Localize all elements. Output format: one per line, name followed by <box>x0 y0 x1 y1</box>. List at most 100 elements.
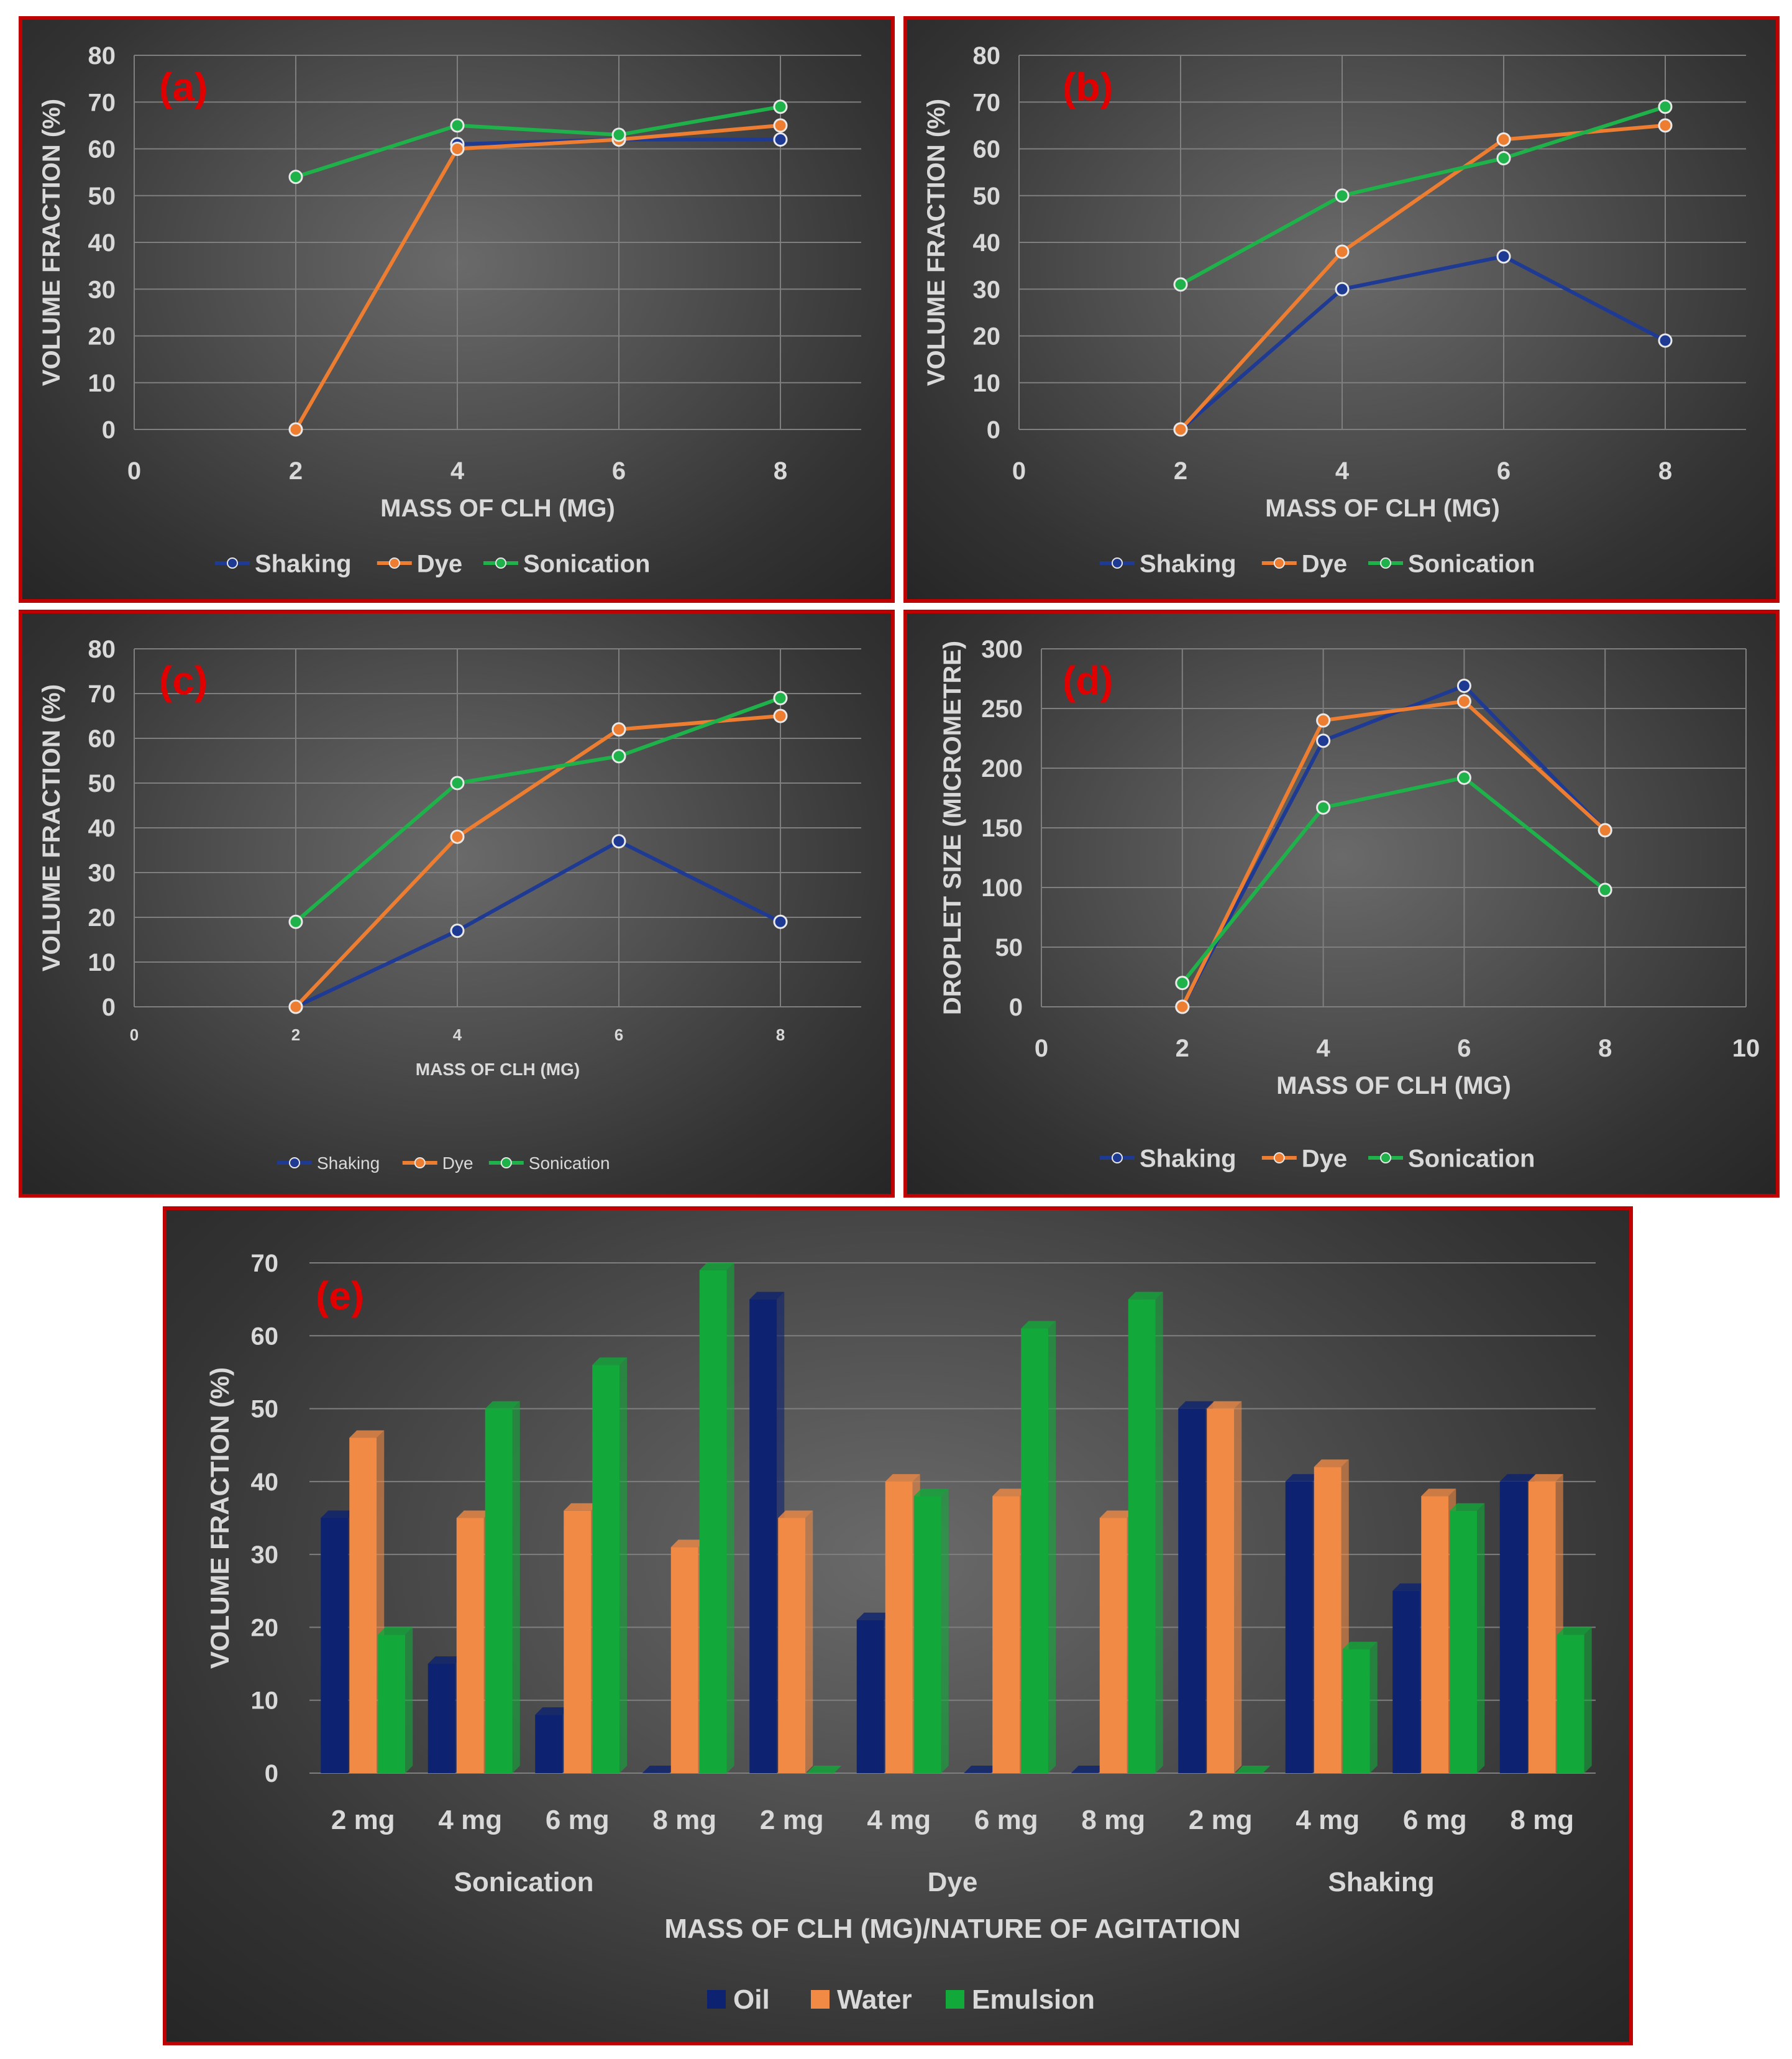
data-point-dye <box>1598 823 1612 838</box>
legend-swatch-marker <box>289 1157 300 1168</box>
bar-top <box>1421 1488 1456 1497</box>
panel-label: (a) <box>159 65 208 109</box>
x-tick-label: 4 <box>450 457 465 485</box>
bar-top <box>670 1539 706 1548</box>
data-point-sonication <box>1175 976 1190 991</box>
bar-oil <box>321 1518 349 1773</box>
bar-top <box>778 1510 813 1518</box>
bar-top <box>485 1401 520 1409</box>
y-tick-label: 100 <box>981 874 1023 902</box>
bar-side <box>941 1488 949 1773</box>
x-tick-label: 8 mg <box>1510 1805 1574 1835</box>
bar-top <box>1314 1459 1349 1467</box>
y-tick-label: 30 <box>973 276 1001 303</box>
bar-water <box>992 1496 1020 1773</box>
x-axis-title: MASS OF CLH (MG)/NATURE OF AGITATION <box>664 1914 1240 1944</box>
bar-oil <box>856 1620 884 1773</box>
y-tick-label: 0 <box>102 994 116 1021</box>
y-axis-title: VOLUME FRACTION (%) <box>205 1367 234 1669</box>
x-tick-label: 10 <box>1732 1035 1760 1062</box>
bar-water <box>564 1510 592 1773</box>
y-tick-label: 10 <box>251 1687 279 1715</box>
data-point-shaking <box>773 132 788 147</box>
y-tick-label: 60 <box>88 725 116 753</box>
x-axis-title: MASS OF CLH (MG) <box>416 1060 580 1079</box>
bar-side <box>619 1357 628 1773</box>
bar-top <box>807 1766 842 1773</box>
y-axis-title: VOLUME FRACTION (%) <box>38 684 65 971</box>
legend-swatch-marker <box>1273 557 1285 569</box>
data-point-shaking <box>1658 333 1673 348</box>
chart-panel-a: 0 10 20 30 40 50 60 70 80 0 2 4 6 8 MASS OF CLH (MG) VO… <box>19 16 895 603</box>
bar-side <box>1369 1641 1378 1773</box>
legend-label: Shaking <box>317 1153 380 1173</box>
data-point-sonication <box>611 127 626 142</box>
y-tick-label: 70 <box>88 681 116 708</box>
y-tick-label: 80 <box>88 42 116 70</box>
x-tick-label: 6 <box>615 1025 623 1044</box>
y-tick-label: 150 <box>981 815 1023 842</box>
x-tick-label: 2 mg <box>1189 1805 1253 1835</box>
legend-swatch-marker <box>1112 1152 1123 1163</box>
legend-swatch-marker <box>1380 557 1391 569</box>
bar-emulsion <box>1557 1635 1584 1773</box>
bar-top <box>1450 1503 1485 1511</box>
data-point-dye <box>1496 132 1511 147</box>
bar-top <box>749 1291 785 1300</box>
x-tick-label: 8 <box>776 1025 785 1044</box>
data-point-dye <box>1658 118 1673 133</box>
y-tick-label: 50 <box>251 1396 279 1423</box>
y-tick-label: 50 <box>995 934 1023 961</box>
bar-oil <box>1392 1590 1420 1773</box>
x-tick-label: 4 <box>1335 457 1350 485</box>
chart-svg: 0 10 20 30 40 50 60 70 80 0 2 4 6 8 MASS OF CLH (MG) VO… <box>38 636 861 1173</box>
series-line-shaking <box>1179 254 1666 431</box>
y-tick-label: 50 <box>88 183 116 210</box>
y-tick-label: 20 <box>88 323 116 351</box>
x-tick-label: 6 mg <box>974 1805 1038 1835</box>
bar-top <box>456 1510 491 1518</box>
y-tick-label: 60 <box>973 136 1001 163</box>
data-point-sonication <box>773 99 788 114</box>
bar-top <box>1235 1766 1271 1773</box>
bar-top <box>642 1766 677 1773</box>
data-point-sonication <box>1316 800 1331 815</box>
data-point-sonication <box>611 749 626 764</box>
y-tick-label: 250 <box>981 695 1023 723</box>
data-point-dye <box>1335 244 1350 259</box>
panel-label: (e) <box>316 1273 364 1318</box>
bar-side <box>726 1262 734 1773</box>
y-tick-label: 50 <box>973 183 1001 210</box>
data-point-dye <box>288 422 303 437</box>
data-point-sonication <box>450 118 465 133</box>
x-tick-label: 2 <box>289 457 303 485</box>
bar-water <box>670 1547 698 1773</box>
x-tick-label: 2 <box>291 1025 300 1044</box>
legend-label: Sonication <box>1408 550 1535 577</box>
bar-emulsion <box>485 1408 513 1773</box>
bar-top <box>1392 1583 1428 1591</box>
data-point-dye <box>1316 713 1331 728</box>
data-point-dye <box>288 999 303 1014</box>
y-tick-label: 30 <box>88 860 116 887</box>
bar-side <box>1048 1321 1056 1773</box>
x-tick-label: 8 <box>1658 457 1672 485</box>
x-tick-label: 6 <box>612 457 626 485</box>
x-tick-label: 2 <box>1174 457 1187 485</box>
bar-oil <box>535 1715 563 1773</box>
x-axis-title: MASS OF CLH (MG) <box>1265 495 1500 522</box>
y-tick-label: 10 <box>88 949 116 976</box>
data-point-sonication <box>450 776 465 791</box>
data-point-dye <box>1456 694 1471 708</box>
panel-label: (d) <box>1063 658 1113 703</box>
y-tick-label: 70 <box>251 1250 279 1277</box>
y-axis-title: VOLUME FRACTION (%) <box>923 99 950 386</box>
panel-label: (c) <box>159 658 208 703</box>
bar-top <box>1071 1766 1106 1773</box>
bar-emulsion <box>1021 1328 1049 1773</box>
bar-water <box>1421 1496 1449 1773</box>
legend-swatch-marker <box>227 557 238 569</box>
data-point-sonication <box>288 914 303 929</box>
data-point-dye <box>773 708 788 723</box>
bar-top <box>1285 1474 1320 1482</box>
